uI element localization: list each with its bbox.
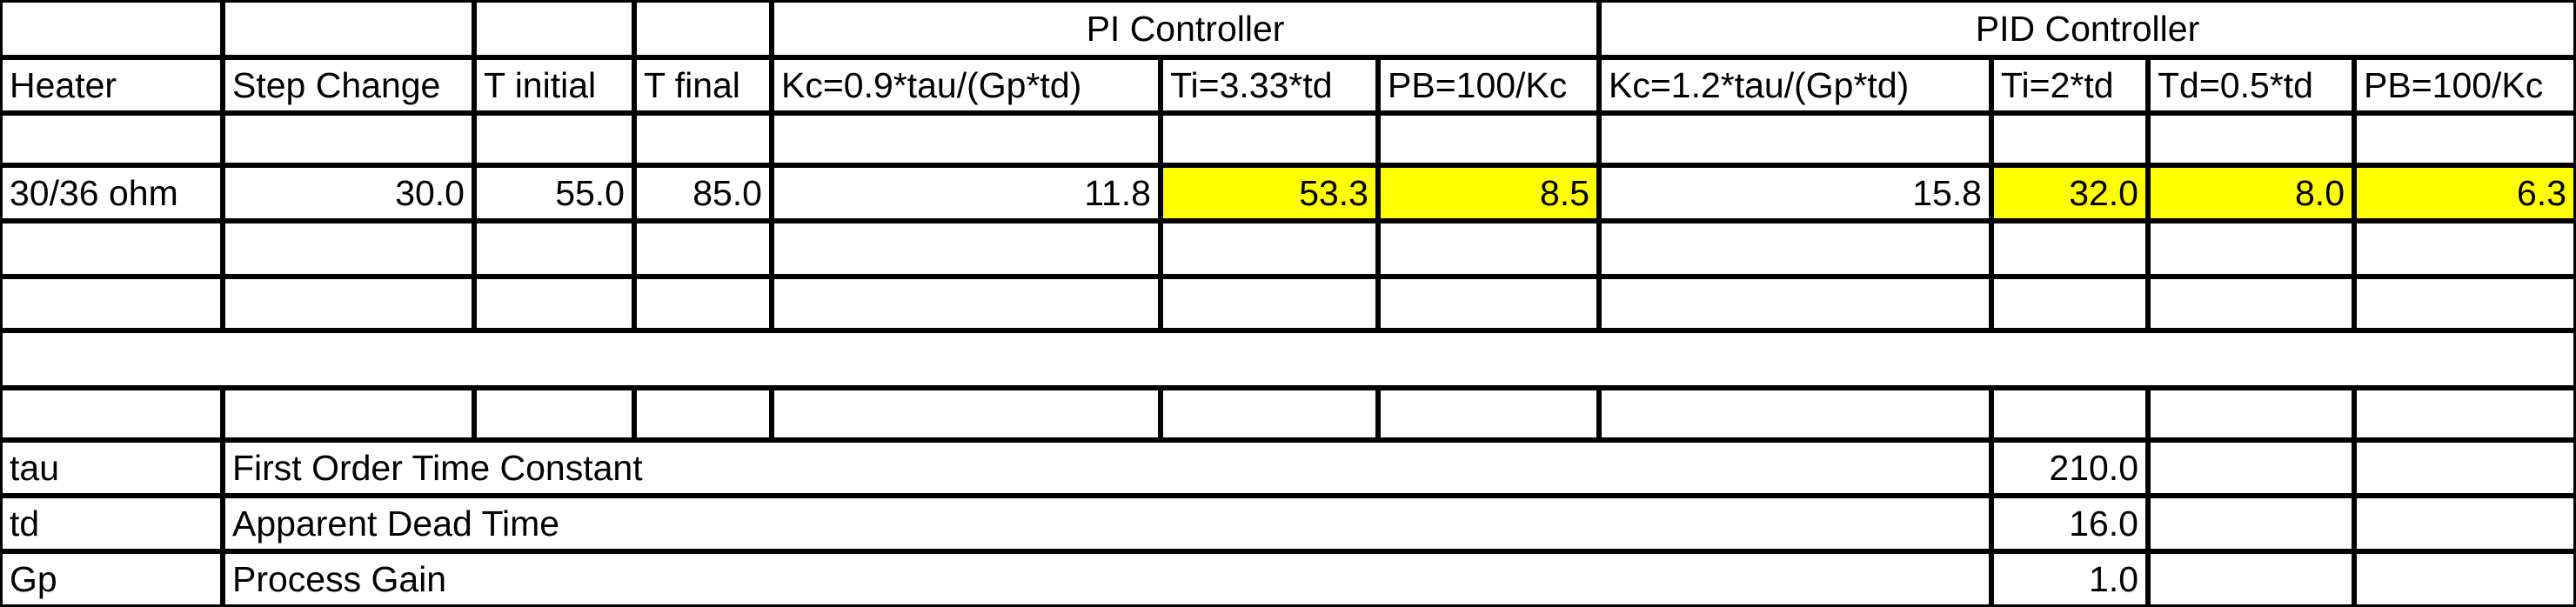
cell-heater[interactable]: 30/36 ohm (0, 165, 223, 221)
param-value[interactable]: 1.0 (1991, 551, 2148, 607)
cell-r6-f[interactable] (1161, 277, 1378, 330)
col-header-t-initial[interactable]: T initial (474, 57, 634, 113)
cell-r5-g[interactable] (1378, 221, 1599, 277)
cell-r6-h[interactable] (1599, 277, 1991, 330)
cell-r5-c[interactable] (474, 221, 634, 277)
cell-r8-k[interactable] (2354, 388, 2576, 440)
cell-r6-i[interactable] (1991, 277, 2148, 330)
col-header-pid-td[interactable]: Td=0.5*td (2148, 57, 2354, 113)
cell-r5-a[interactable] (0, 221, 223, 277)
cell-r3-f[interactable] (1161, 113, 1378, 165)
cell-r8-c[interactable] (474, 388, 634, 440)
cell-r10-k[interactable] (2354, 496, 2576, 551)
cell-r3-g[interactable] (1378, 113, 1599, 165)
cell-r5-f[interactable] (1161, 221, 1378, 277)
cell-r8-f[interactable] (1161, 388, 1378, 440)
cell-r1-b[interactable] (223, 0, 474, 57)
merged-spacer-row[interactable] (0, 330, 2576, 388)
pid-controller-header[interactable]: PID Controller (1599, 0, 2576, 57)
cell-r5-j[interactable] (2148, 221, 2354, 277)
pi-controller-header[interactable]: PI Controller (772, 0, 1599, 57)
col-header-heater[interactable]: Heater (0, 57, 223, 113)
cell-r3-d[interactable] (634, 113, 772, 165)
col-header-pid-kc[interactable]: Kc=1.2*tau/(Gp*td) (1599, 57, 1991, 113)
cell-r3-i[interactable] (1991, 113, 2148, 165)
cell-r5-b[interactable] (223, 221, 474, 277)
col-header-pi-pb[interactable]: PB=100/Kc (1378, 57, 1599, 113)
cell-r11-k[interactable] (2354, 551, 2576, 607)
cell-r6-c[interactable] (474, 277, 634, 330)
cell-r8-g[interactable] (1378, 388, 1599, 440)
cell-r5-k[interactable] (2354, 221, 2576, 277)
cell-r9-k[interactable] (2354, 440, 2576, 496)
cell-r8-h[interactable] (1599, 388, 1991, 440)
cell-r8-d[interactable] (634, 388, 772, 440)
col-header-pid-pb[interactable]: PB=100/Kc (2354, 57, 2576, 113)
cell-r8-j[interactable] (2148, 388, 2354, 440)
param-description[interactable]: Process Gain (223, 551, 1991, 607)
cell-t-initial[interactable]: 55.0 (474, 165, 634, 221)
param-symbol[interactable]: tau (0, 440, 223, 496)
param-symbol[interactable]: td (0, 496, 223, 551)
cell-r6-k[interactable] (2354, 277, 2576, 330)
cell-r5-d[interactable] (634, 221, 772, 277)
cell-pid-ti[interactable]: 32.0 (1991, 165, 2148, 221)
cell-r3-k[interactable] (2354, 113, 2576, 165)
param-description[interactable]: Apparent Dead Time (223, 496, 1991, 551)
cell-r6-b[interactable] (223, 277, 474, 330)
cell-r6-e[interactable] (772, 277, 1161, 330)
cell-step-change[interactable]: 30.0 (223, 165, 474, 221)
cell-r11-j[interactable] (2148, 551, 2354, 607)
col-header-step-change[interactable]: Step Change (223, 57, 474, 113)
cell-r1-d[interactable] (634, 0, 772, 57)
cell-r3-a[interactable] (0, 113, 223, 165)
cell-r8-b[interactable] (223, 388, 474, 440)
col-header-t-final[interactable]: T final (634, 57, 772, 113)
cell-pid-kc[interactable]: 15.8 (1599, 165, 1991, 221)
cell-r8-i[interactable] (1991, 388, 2148, 440)
cell-pi-pb[interactable]: 8.5 (1378, 165, 1599, 221)
cell-r6-j[interactable] (2148, 277, 2354, 330)
cell-r5-h[interactable] (1599, 221, 1991, 277)
cell-r9-j[interactable] (2148, 440, 2354, 496)
cell-r6-d[interactable] (634, 277, 772, 330)
cell-r5-e[interactable] (772, 221, 1161, 277)
param-value[interactable]: 16.0 (1991, 496, 2148, 551)
cell-r1-a[interactable] (0, 0, 223, 57)
cell-r10-j[interactable] (2148, 496, 2354, 551)
cell-r1-c[interactable] (474, 0, 634, 57)
cell-pi-kc[interactable]: 11.8 (772, 165, 1161, 221)
cell-r3-h[interactable] (1599, 113, 1991, 165)
col-header-pid-ti[interactable]: Ti=2*td (1991, 57, 2148, 113)
col-header-pi-kc[interactable]: Kc=0.9*tau/(Gp*td) (772, 57, 1161, 113)
cell-r3-e[interactable] (772, 113, 1161, 165)
cell-r6-g[interactable] (1378, 277, 1599, 330)
cell-r3-b[interactable] (223, 113, 474, 165)
cell-r3-c[interactable] (474, 113, 634, 165)
cell-r5-i[interactable] (1991, 221, 2148, 277)
cell-pi-ti[interactable]: 53.3 (1161, 165, 1378, 221)
cell-r3-j[interactable] (2148, 113, 2354, 165)
param-description[interactable]: First Order Time Constant (223, 440, 1991, 496)
param-value[interactable]: 210.0 (1991, 440, 2148, 496)
param-symbol[interactable]: Gp (0, 551, 223, 607)
cell-t-final[interactable]: 85.0 (634, 165, 772, 221)
cell-pid-td[interactable]: 8.0 (2148, 165, 2354, 221)
cell-pid-pb[interactable]: 6.3 (2354, 165, 2576, 221)
cell-r6-a[interactable] (0, 277, 223, 330)
cell-r8-e[interactable] (772, 388, 1161, 440)
col-header-pi-ti[interactable]: Ti=3.33*td (1161, 57, 1378, 113)
cell-r8-a[interactable] (0, 388, 223, 440)
